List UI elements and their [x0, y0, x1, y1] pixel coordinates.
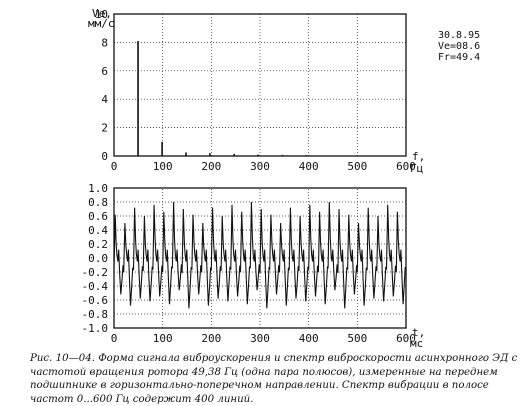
waveform-y-tick-label: -0.4: [82, 280, 109, 293]
spectrum-x-tick-label: 200: [201, 160, 221, 173]
spectrum-x-unit: Гц: [410, 162, 423, 175]
waveform-y-tick-label: 0.4: [88, 224, 108, 237]
waveform-x-tick-label: 600: [396, 332, 416, 345]
spectrum-x-tick-label: 400: [299, 160, 319, 173]
spectrum-x-tick-label: 100: [153, 160, 173, 173]
waveform-x-tick-label: 300: [250, 332, 270, 345]
spectrum-y-tick-label: 0: [101, 150, 108, 163]
spectrum-y-unit: мм/с: [88, 17, 115, 30]
waveform-x-tick-label: 100: [153, 332, 173, 345]
waveform-x-ticks: 0 100 200 300 400 500 600: [111, 332, 416, 345]
waveform-chart: 1.00.80.60.40.20.0-0.2-0.4-0.6-0.8-1.0 0…: [82, 182, 426, 350]
waveform-x-label: t,: [412, 326, 425, 339]
spectrum-y-label: Ve,: [92, 7, 112, 20]
spectrum-y-tick-label: 2: [101, 122, 108, 135]
waveform-y-tick-label: 0.2: [88, 238, 108, 251]
waveform-y-tick-label: -1.0: [82, 322, 109, 335]
spectrum-y-tick-label: 8: [101, 36, 108, 49]
waveform-x-tick-label: 400: [299, 332, 319, 345]
waveform-x-tick-label: 200: [201, 332, 221, 345]
readout-ve: Ve=08.6: [438, 41, 480, 52]
waveform-x-tick-label: 500: [347, 332, 367, 345]
waveform-y-tick-label: -0.6: [82, 294, 109, 307]
spectrum-y-ticks: 0 2 4 6 8 10: [95, 8, 109, 163]
spectrum-x-tick-label: 600: [396, 160, 416, 173]
waveform-y-ticks: 1.00.80.60.40.20.0-0.2-0.4-0.6-0.8-1.0: [82, 182, 109, 335]
spectrum-grid: [114, 14, 406, 156]
spectrum-x-tick-label: 300: [250, 160, 270, 173]
readout-date: 30.8.95: [438, 30, 480, 41]
waveform-y-tick-label: -0.8: [82, 308, 109, 321]
waveform-y-tick-label: 0.6: [88, 210, 108, 223]
waveform-y-tick-label: -0.2: [82, 266, 109, 279]
readout-fr: Fr=49.4: [438, 52, 480, 63]
spectrum-y-tick-label: 4: [101, 93, 108, 106]
spectrum-y-tick-label: 10: [95, 8, 108, 21]
waveform-series: [113, 201, 407, 309]
spectrum-x-ticks: 0 100 200 300 400 500 600: [111, 160, 416, 173]
figure-caption: Рис. 10—04. Форма сигнала виброускорения…: [30, 353, 518, 405]
waveform-x-unit: мс: [410, 337, 423, 350]
spectrum-x-tick-label: 0: [111, 160, 118, 173]
spectrum-y-tick-label: 6: [101, 65, 108, 78]
waveform-y-tick-label: 1.0: [88, 182, 108, 195]
waveform-y-tick-label: 0.8: [88, 196, 108, 209]
spectrum-x-tick-label: 500: [347, 160, 367, 173]
waveform-y-tick-label: 0.0: [88, 252, 108, 265]
spectrum-x-label: f,: [412, 150, 425, 163]
waveform-x-tick-label: 0: [111, 332, 118, 345]
spectrum-lines: [137, 40, 308, 156]
